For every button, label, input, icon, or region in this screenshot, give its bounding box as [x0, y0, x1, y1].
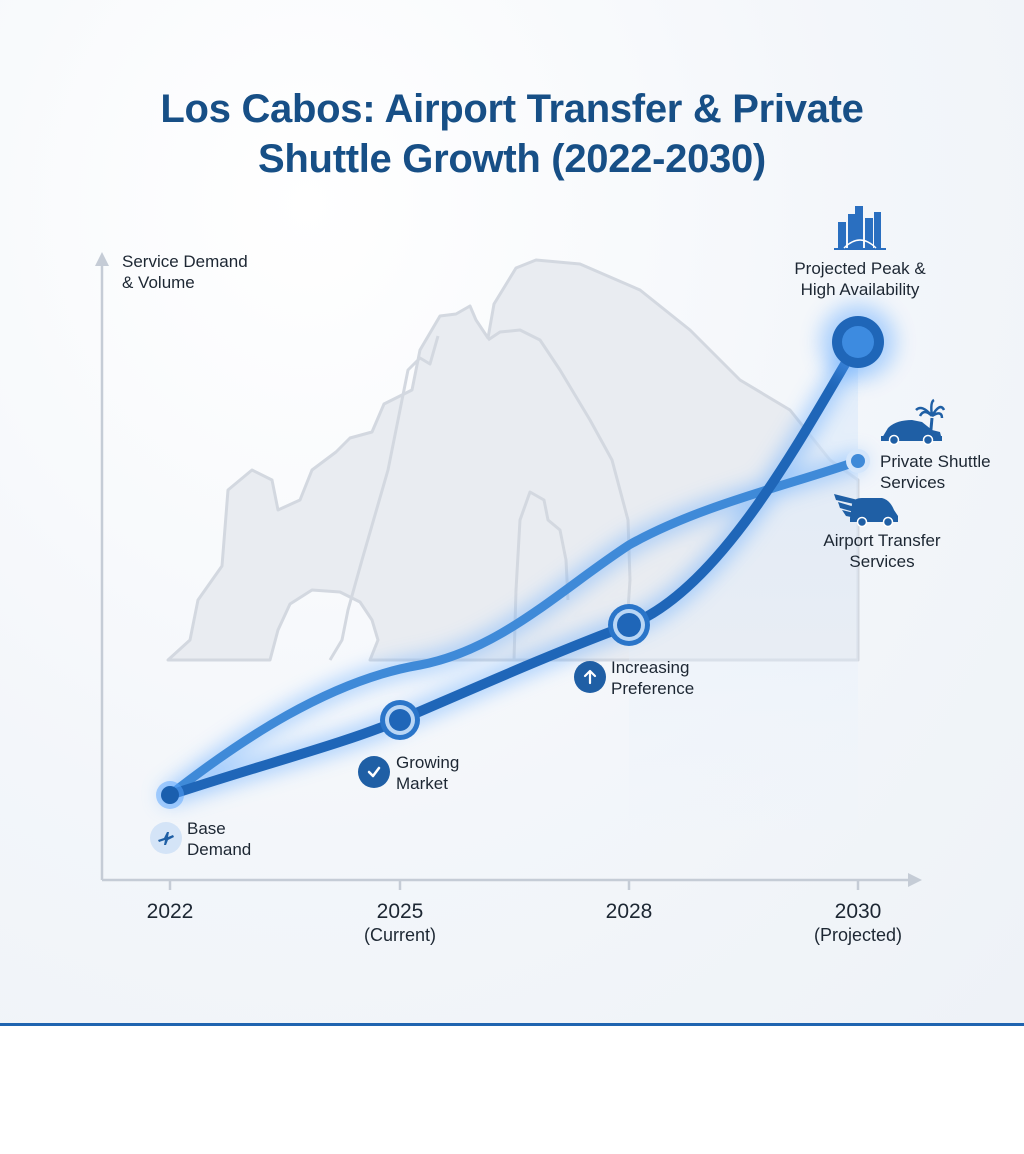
annotation-projected-peak: Projected Peak & High Availability — [772, 258, 948, 300]
airplane-icon — [150, 822, 182, 854]
title-line-1: Los Cabos: Airport Transfer & Private — [160, 87, 864, 131]
projection-area — [629, 342, 858, 830]
annotation-peak-line-1: Projected Peak & — [794, 259, 926, 278]
x-tick-2022: 2022 — [100, 900, 240, 924]
axes — [100, 262, 912, 890]
y-axis-arrow-icon — [95, 252, 109, 266]
marker-2022 — [156, 781, 184, 809]
annotation-increasing-preference: Increasing Preference — [611, 657, 694, 699]
x-axis-arrow-icon — [908, 873, 922, 887]
x-tick-year: 2022 — [146, 900, 194, 923]
series-label-airport-transfer-line-2: Services — [849, 552, 915, 571]
car-palm-icon — [881, 398, 946, 446]
series-label-private-shuttle: Private Shuttle Services — [880, 451, 991, 493]
annotation-increasing-line-2: Preference — [611, 679, 695, 698]
annotation-increasing-line-1: Increasing — [611, 658, 690, 677]
line-chart — [95, 206, 946, 890]
series-label-airport-transfer-line-1: Airport Transfer — [823, 531, 941, 550]
series-label-private-shuttle-line-1: Private Shuttle — [880, 452, 991, 471]
x-tick-2025: 2025 (Current) — [330, 900, 470, 946]
annotation-base-demand: Base Demand — [187, 818, 251, 860]
y-axis-label: Service Demand & Volume — [122, 251, 248, 293]
marker-2030-private-shuttle — [846, 449, 870, 473]
marker-2025 — [380, 700, 420, 740]
x-tick-2028: 2028 — [559, 900, 699, 924]
title-line-2: Shuttle Growth (2022-2030) — [258, 137, 766, 181]
marker-2030-peak — [820, 304, 896, 380]
series-label-airport-transfer: Airport Transfer Services — [806, 530, 958, 572]
annotation-growing-market: Growing Market — [396, 752, 459, 794]
arrow-up-icon — [574, 661, 606, 693]
winged-van-icon — [834, 494, 898, 528]
annotation-base-line-1: Base — [187, 819, 226, 838]
chart-title: Los Cabos: Airport Transfer & Private Sh… — [0, 84, 1024, 184]
annotation-growing-line-1: Growing — [396, 753, 460, 772]
x-tick-sub: (Projected) — [813, 925, 903, 945]
arch-rock-silhouette — [166, 258, 860, 662]
series-label-private-shuttle-line-2: Services — [880, 473, 946, 492]
bottom-divider — [0, 1023, 1024, 1026]
y-axis-label-line-1: Service Demand — [122, 252, 248, 271]
annotation-peak-line-2: High Availability — [800, 280, 920, 299]
annotation-base-line-2: Demand — [187, 840, 252, 859]
x-tick-year: 2030 — [834, 900, 882, 923]
city-skyline-icon — [834, 206, 886, 250]
x-tick-year: 2025 — [376, 900, 424, 923]
checkmark-icon — [358, 756, 390, 788]
x-tick-year: 2028 — [605, 900, 653, 923]
marker-2028 — [608, 604, 650, 646]
x-tick-sub: (Current) — [363, 925, 436, 945]
y-axis-label-line-2: & Volume — [122, 273, 195, 292]
x-tick-2030: 2030 (Projected) — [788, 900, 928, 946]
series-line-airport-transfer — [165, 337, 863, 800]
series-line-private-shuttle — [165, 456, 863, 800]
annotation-growing-line-2: Market — [396, 774, 448, 793]
